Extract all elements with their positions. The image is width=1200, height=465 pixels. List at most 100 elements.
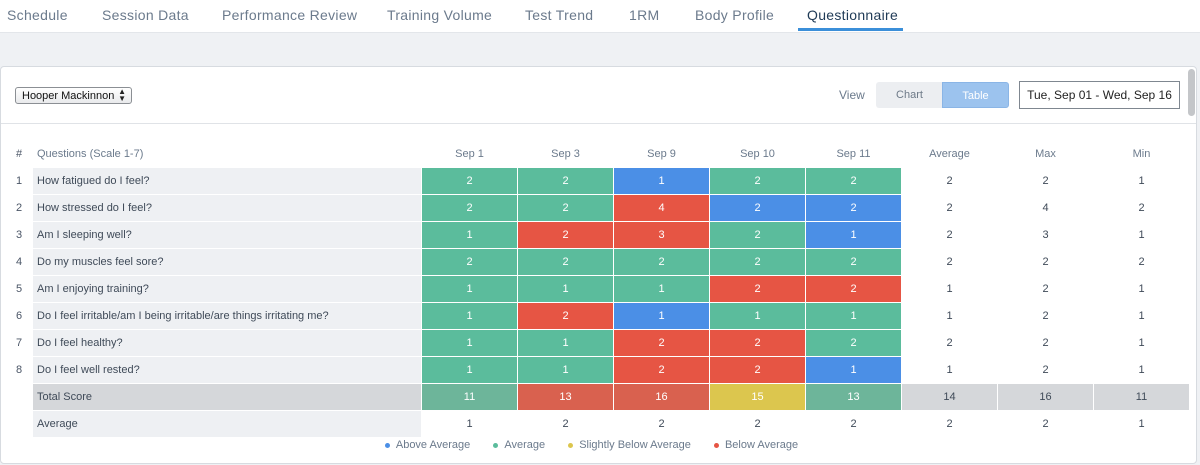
row-number	[8, 411, 32, 437]
table-header-row: # Questions (Scale 1-7) Sep 1 Sep 3 Sep …	[8, 141, 1189, 167]
legend-dot-icon	[384, 442, 390, 448]
score-cell: 2	[710, 168, 805, 194]
view-table-button[interactable]: Table	[942, 82, 1009, 108]
min-cell: 1	[1094, 222, 1189, 248]
average-row-cell: 2	[518, 411, 613, 437]
header-date: Sep 3	[551, 148, 580, 160]
view-label: View	[839, 88, 865, 102]
score-cell: 2	[614, 249, 709, 275]
athlete-select[interactable]: Hooper Mackinnon ▲ ▼	[15, 87, 132, 104]
min-cell: 1	[1094, 303, 1189, 329]
average-row-cell: 1	[422, 411, 517, 437]
row-number: 5	[16, 283, 23, 295]
min-cell: 1	[1094, 357, 1189, 383]
tab-questionnaire[interactable]: Questionnaire	[807, 7, 899, 23]
legend-item: Below Average	[713, 439, 799, 451]
tab-session-data[interactable]: Session Data	[102, 7, 189, 23]
score-cell: 2	[518, 195, 613, 221]
question-text: How stressed do I feel?	[33, 195, 421, 221]
avg-min-cell: 1	[1094, 411, 1189, 437]
active-tab-indicator	[798, 28, 903, 31]
table-row: 3 Am I sleeping well? 1 2 3 2 1 2 3 1	[8, 222, 1189, 248]
header-date: Sep 9	[647, 148, 676, 160]
score-cell: 1	[422, 222, 517, 248]
score-cell: 4	[614, 195, 709, 221]
score-cell: 2	[710, 276, 805, 302]
select-arrows-icon: ▲ ▼	[118, 87, 126, 103]
score-cell: 1	[806, 222, 901, 248]
row-number: 7	[16, 337, 23, 349]
question-text: Do I feel healthy?	[33, 330, 421, 356]
total-score-cell: 15	[710, 384, 805, 410]
max-cell: 2	[998, 330, 1093, 356]
score-cell: 2	[422, 195, 517, 221]
header-average: Average	[929, 148, 970, 160]
average-row-cell: 2	[806, 411, 901, 437]
row-number: 3	[16, 229, 23, 241]
legend-dot-icon	[568, 442, 574, 448]
score-cell: 2	[518, 168, 613, 194]
max-cell: 2	[998, 168, 1093, 194]
score-cell: 2	[614, 330, 709, 356]
tab-1rm[interactable]: 1RM	[629, 7, 660, 23]
min-cell: 2	[1094, 195, 1189, 221]
tab-test-trend[interactable]: Test Trend	[525, 7, 594, 23]
view-chart-button[interactable]: Chart	[876, 82, 943, 108]
average-row-cell: 2	[614, 411, 709, 437]
legend-label: Above Average	[395, 439, 471, 451]
row-number: 2	[16, 202, 23, 214]
question-text: How fatigued do I feel?	[33, 168, 421, 194]
legend-label: Below Average	[724, 439, 799, 451]
row-number: 1	[16, 175, 23, 187]
date-range-picker[interactable]: Tue, Sep 01 - Wed, Sep 16	[1019, 81, 1180, 109]
row-number	[8, 384, 32, 410]
header-date: Sep 1	[455, 148, 484, 160]
score-cell: 2	[518, 249, 613, 275]
question-text: Do I feel well rested?	[33, 357, 421, 383]
min-cell: 1	[1094, 168, 1189, 194]
score-cell: 1	[518, 330, 613, 356]
legend-label: Average	[504, 439, 546, 451]
header-date: Sep 10	[740, 148, 775, 160]
tab-body-profile[interactable]: Body Profile	[695, 7, 775, 23]
score-cell: 2	[710, 195, 805, 221]
score-cell: 1	[518, 357, 613, 383]
score-cell: 2	[806, 276, 901, 302]
table-row: 7 Do I feel healthy? 1 1 2 2 2 2 2 1	[8, 330, 1189, 356]
score-cell: 2	[710, 330, 805, 356]
score-cell: 2	[806, 168, 901, 194]
avg-max-cell: 2	[998, 411, 1093, 437]
max-cell: 2	[998, 249, 1093, 275]
total-score-cell: 13	[806, 384, 901, 410]
total-score-cell: 11	[422, 384, 517, 410]
header-num: #	[16, 148, 23, 160]
score-cell: 2	[518, 303, 613, 329]
row-number: 8	[16, 364, 23, 376]
toolbar-divider	[1, 123, 1196, 124]
average-cell: 2	[902, 249, 997, 275]
legend: Above Average Average Slightly Below Ave…	[1, 439, 1182, 451]
min-cell: 2	[1094, 249, 1189, 275]
total-score-cell: 16	[614, 384, 709, 410]
score-cell: 1	[614, 168, 709, 194]
score-cell: 1	[614, 303, 709, 329]
score-cell: 1	[518, 276, 613, 302]
average-cell: 2	[902, 168, 997, 194]
legend-item: Slightly Below Average	[568, 439, 691, 451]
tab-schedule[interactable]: Schedule	[7, 7, 68, 23]
max-cell: 3	[998, 222, 1093, 248]
average-row-label: Average	[33, 411, 421, 437]
score-cell: 2	[710, 222, 805, 248]
min-cell: 1	[1094, 276, 1189, 302]
average-cell: 1	[902, 303, 997, 329]
scrollbar-thumb[interactable]	[1188, 69, 1195, 116]
avg-average-cell: 2	[902, 411, 997, 437]
table-row: 6 Do I feel irritable/am I being irritabl…	[8, 303, 1189, 329]
questionnaire-panel: Hooper Mackinnon ▲ ▼ View Chart Table Tue…	[0, 66, 1197, 464]
tab-training-volume[interactable]: Training Volume	[387, 7, 493, 23]
tab-performance-review[interactable]: Performance Review	[222, 7, 358, 23]
min-cell: 1	[1094, 330, 1189, 356]
max-cell: 2	[998, 276, 1093, 302]
header-max: Max	[1035, 148, 1056, 160]
total-max-cell: 16	[998, 384, 1093, 410]
